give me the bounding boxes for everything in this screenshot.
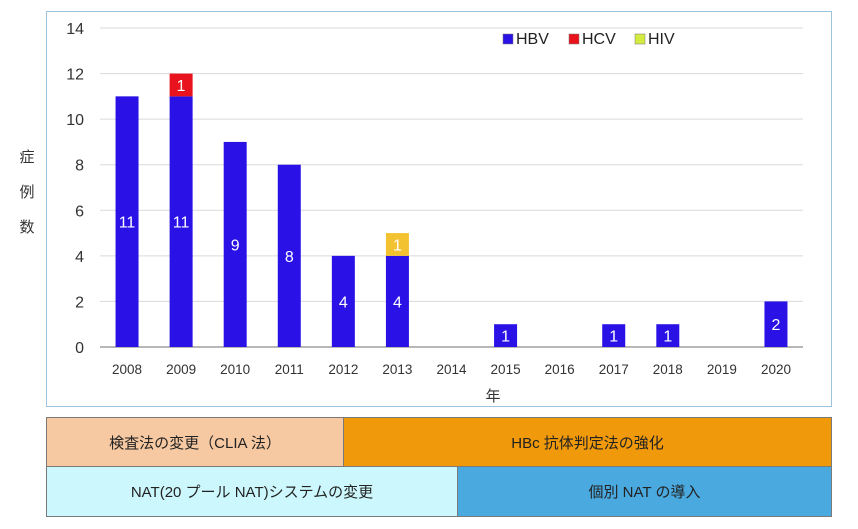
- x-tick-label: 2013: [382, 362, 412, 377]
- band-individual-label: 個別 NAT の導入: [588, 484, 701, 501]
- data-label-hbv-2008: 11: [119, 215, 136, 232]
- y-tick-label: 4: [75, 249, 84, 266]
- data-label-hbv-2020: 2: [772, 317, 781, 334]
- bar-hbv-2010: [223, 141, 247, 347]
- legend: HBV HCV HIV: [502, 31, 675, 48]
- bar-hbv-2009: [169, 96, 193, 347]
- band-hbc-label: HBc 抗体判定法の強化: [511, 434, 664, 452]
- data-label-hbv-2010: 9: [231, 237, 240, 254]
- legend-swatch-hcv: [568, 33, 580, 45]
- y-axis-title-char-1: 症: [19, 149, 35, 166]
- y-tick-label: 6: [75, 203, 84, 220]
- y-tick-label: 10: [66, 112, 84, 129]
- bar-hbv-2015: [494, 324, 518, 347]
- band-clia-label: 検査法の変更（CLIA 法）: [109, 434, 281, 452]
- x-tick-label: 2012: [328, 362, 358, 377]
- y-tick-labels: 0 2 4 6 8 10 12 14: [66, 21, 84, 357]
- x-tick-label: 2017: [599, 362, 629, 377]
- bar-hiv-2013: [385, 233, 409, 256]
- data-label-hbv-2015: 1: [501, 329, 510, 346]
- bar-hbv-2008: [115, 96, 139, 347]
- data-label-hiv-2013: 1: [393, 237, 402, 254]
- data-label-hcv-2009: 1: [177, 78, 186, 95]
- x-tick-label: 2015: [491, 362, 521, 377]
- bar-hbv-2011: [277, 164, 301, 347]
- data-label-hbv-2018: 1: [663, 329, 672, 346]
- legend-label-hiv: HIV: [648, 31, 675, 48]
- bar-hbv-2020: [764, 301, 788, 347]
- x-tick-label: 2010: [220, 362, 250, 377]
- bar-hcv-2009: [169, 73, 193, 97]
- x-tick-label: 2019: [707, 362, 737, 377]
- x-axis-title: 年: [485, 388, 500, 405]
- legend-swatch-hbv: [502, 33, 514, 45]
- y-tick-label: 8: [75, 158, 84, 175]
- y-tick-label: 2: [75, 294, 84, 311]
- data-label-hbv-2013: 4: [393, 294, 402, 311]
- x-tick-label: 2018: [653, 362, 683, 377]
- y-axis-title-char-2: 例: [19, 184, 35, 201]
- band-clia-method-change: 検査法の変更（CLIA 法）: [46, 417, 344, 467]
- data-label-hbv-2009: 11: [173, 215, 190, 232]
- data-label-hbv-2012: 4: [339, 294, 348, 311]
- band-pool-label: NAT(20 プール NAT)システムの変更: [130, 484, 374, 501]
- legend-label-hbv: HBV: [516, 31, 549, 48]
- y-axis-title-char-3: 数: [19, 219, 35, 236]
- y-tick-label: 14: [66, 21, 84, 38]
- legend-swatch-hiv: [634, 33, 646, 45]
- y-tick-label: 0: [75, 340, 84, 357]
- data-label-hbv-2011: 8: [285, 249, 294, 266]
- bar-hbv-2017: [602, 324, 626, 347]
- data-label-hbv-2017: 1: [609, 329, 618, 346]
- x-tick-label: 2009: [166, 362, 196, 377]
- y-tick-label: 12: [66, 67, 84, 84]
- x-tick-label: 2020: [761, 362, 791, 377]
- x-tick-labels: 2008 2009 2010 2011 2012 2013 2014 2015 2016 2017…: [112, 362, 791, 377]
- x-tick-label: 2016: [545, 362, 575, 377]
- bar-hbv-2012: [331, 255, 355, 347]
- x-tick-label: 2008: [112, 362, 142, 377]
- legend-label-hcv: HCV: [582, 31, 616, 48]
- band-hbc-antibody-strengthening: HBc 抗体判定法の強化: [343, 417, 832, 467]
- band-individual-nat: 個別 NAT の導入: [457, 466, 832, 517]
- x-tick-label: 2014: [436, 362, 467, 377]
- band-pool-nat-change: NAT(20 プール NAT)システムの変更: [46, 466, 458, 517]
- x-tick-label: 2011: [275, 362, 304, 377]
- bar-hbv-2013: [385, 255, 409, 347]
- gridlines: [100, 27, 803, 348]
- bar-hbv-2018: [656, 324, 680, 347]
